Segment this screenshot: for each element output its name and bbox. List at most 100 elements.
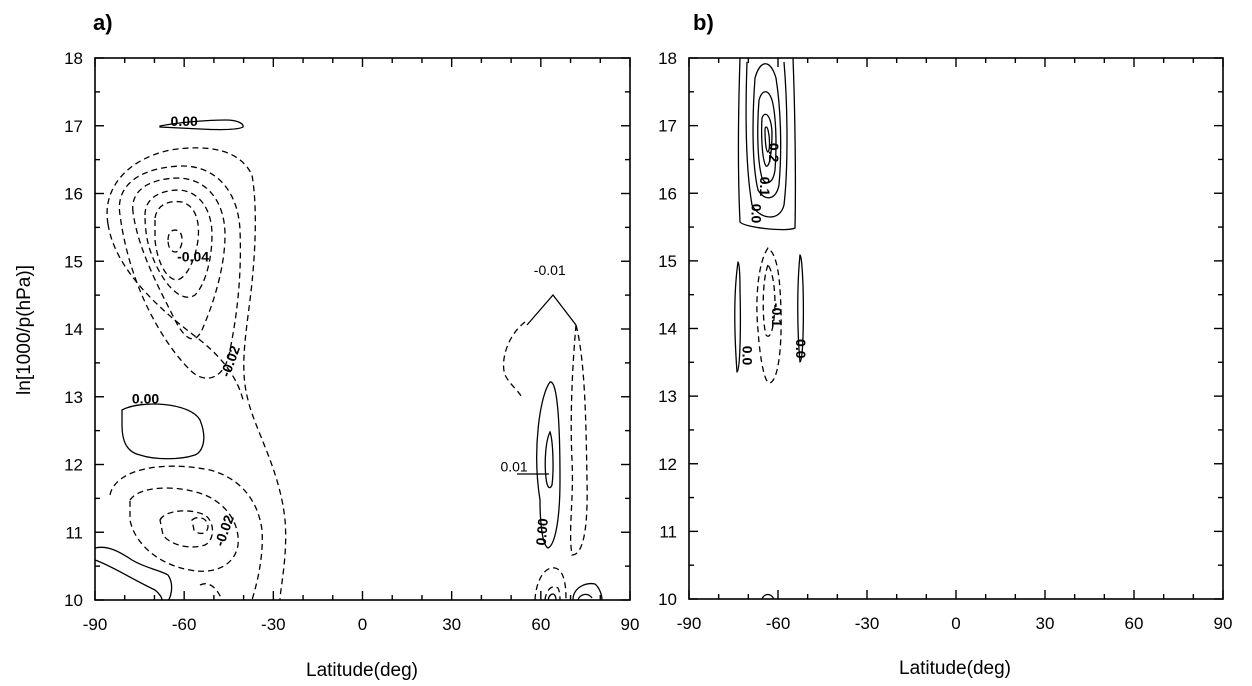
contour-line	[534, 567, 567, 601]
y-tick-label: 11	[65, 523, 83, 542]
panel-a-ticks	[94, 57, 631, 601]
panel-a: a) -90 -60 -30 0 30 60 90 10 11 12 13 14 15 16 17 18 L…	[14, 10, 639, 681]
panel-a-contour-labels: 0.00 -0.04 -0.02 0.00 -0.02 0.00	[132, 113, 551, 549]
contour-label: -0.1	[769, 303, 785, 327]
contour-label: 0.0	[793, 339, 809, 359]
x-tick-label: -90	[83, 615, 108, 634]
contour-line	[760, 113, 773, 167]
x-tick-label: 90	[621, 615, 640, 634]
panel-b-label: b)	[693, 10, 714, 35]
contour-line	[572, 582, 603, 601]
panel-a-x-axis-label: Latitude(deg)	[306, 660, 418, 681]
contour-line	[129, 487, 239, 572]
y-tick-label: 15	[658, 252, 677, 271]
contour-label: 0.2	[766, 143, 782, 163]
y-tick-label: 17	[658, 117, 677, 136]
callout-label: -0.01	[534, 262, 566, 278]
contour-line	[159, 119, 244, 131]
x-tick-label: 0	[358, 615, 367, 634]
contour-line	[159, 510, 214, 548]
panel-b-y-tick-labels: 10 11 12 13 14 15 16 17 18	[658, 49, 677, 609]
y-tick-label: 16	[64, 185, 83, 204]
contour-line	[107, 223, 244, 401]
panel-b-x-axis-label: Latitude(deg)	[899, 658, 1011, 679]
panel-a-y-tick-labels: 10 11 12 13 14 15 16 17 18	[64, 49, 83, 610]
y-tick-label: 11	[659, 522, 677, 541]
y-tick-label: 18	[64, 49, 83, 68]
contour-label: 0.00	[533, 517, 551, 546]
contour-label: 0.00	[132, 391, 159, 407]
y-tick-label: 15	[64, 252, 83, 271]
contour-line	[132, 177, 226, 340]
callout-leader	[526, 293, 577, 326]
contour-line	[737, 57, 797, 231]
contour-line	[121, 403, 205, 460]
y-tick-label: 10	[658, 590, 677, 609]
contour-line	[547, 593, 557, 601]
y-tick-label: 14	[64, 320, 83, 339]
contour-line	[762, 263, 776, 337]
y-tick-label: 10	[64, 591, 83, 610]
y-tick-label: 12	[64, 456, 83, 475]
contour-label: 0.00	[171, 113, 198, 129]
x-tick-label: -30	[855, 614, 880, 633]
contour-label: 0.1	[757, 177, 773, 197]
y-tick-label: 13	[658, 387, 677, 406]
contour-line	[199, 583, 223, 601]
x-tick-label: 30	[442, 615, 461, 634]
panel-b-contours	[734, 57, 805, 600]
contour-label: -0.02	[211, 513, 237, 549]
contour-line	[502, 321, 526, 399]
x-tick-label: -60	[766, 614, 791, 633]
contour-line	[109, 465, 263, 601]
panel-a-contours	[94, 119, 603, 601]
panel-b-ticks	[688, 57, 1224, 600]
y-tick-label: 13	[64, 388, 83, 407]
contour-line	[745, 61, 788, 218]
contour-line	[764, 126, 771, 153]
x-tick-label: -60	[172, 615, 197, 634]
contour-label: -0.04	[177, 248, 209, 264]
contour-line	[144, 189, 213, 298]
panel-a-y-axis-label: ln[1000/p(hPa)]	[14, 265, 35, 395]
contour-line	[577, 593, 593, 601]
contour-line	[734, 261, 742, 373]
x-tick-label: 60	[531, 615, 550, 634]
contour-line	[544, 586, 561, 601]
y-tick-label: 12	[658, 455, 677, 474]
panel-a-label: a)	[93, 10, 113, 35]
panel-a-frame	[94, 57, 631, 601]
y-tick-label: 14	[658, 320, 677, 339]
x-tick-label: 60	[1125, 614, 1144, 633]
contour-line	[106, 147, 287, 601]
panel-b: b) -90 -60 -30 0 30 60 90 10 11 12 13 14 15 16 17 18 L…	[658, 10, 1232, 679]
contour-label: 0.0	[748, 204, 764, 224]
contour-line	[191, 516, 209, 535]
contour-label: -0.02	[217, 343, 243, 379]
contour-line	[569, 324, 588, 556]
contour-line	[154, 200, 200, 281]
panel-a-x-tick-labels: -90 -60 -30 0 30 60 90	[83, 615, 640, 634]
x-tick-label: -30	[261, 615, 286, 634]
panel-b-contour-labels: 0.2 0.1 0.0 -0.1 0.0 0.0	[739, 143, 808, 366]
contour-line	[118, 165, 242, 379]
contour-line	[761, 593, 775, 600]
contour-line	[752, 63, 782, 199]
y-tick-label: 17	[64, 117, 83, 136]
panel-b-x-tick-labels: -90 -60 -30 0 30 60 90	[677, 614, 1233, 633]
contour-line	[797, 254, 805, 363]
contour-line	[167, 229, 183, 253]
y-tick-label: 18	[658, 49, 677, 68]
contour-line	[757, 91, 777, 184]
x-tick-label: 30	[1036, 614, 1055, 633]
x-tick-label: 90	[1214, 614, 1233, 633]
contour-label: 0.0	[739, 346, 755, 366]
contour-line	[536, 381, 561, 549]
callout-label: 0.01	[500, 458, 527, 474]
x-tick-label: -90	[677, 614, 702, 633]
contour-line	[544, 430, 554, 489]
panel-a-callout-labels: -0.01 0.01	[500, 262, 565, 474]
contour-line	[94, 546, 173, 601]
x-tick-label: 0	[951, 614, 960, 633]
